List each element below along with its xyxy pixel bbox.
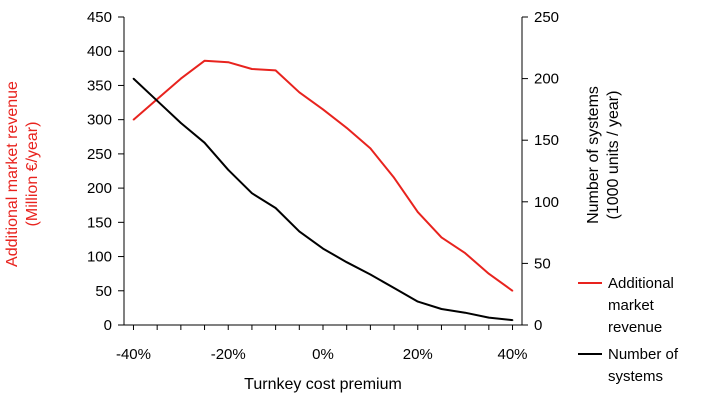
data-point-revenue: [298, 91, 301, 94]
right-y-tick-label: 100: [534, 194, 559, 211]
data-point-systems: [180, 122, 182, 124]
data-point-revenue: [180, 77, 182, 80]
data-point-systems: [274, 207, 277, 209]
left-y-tick-label: 250: [87, 146, 112, 163]
data-point-revenue: [203, 60, 206, 62]
left-y-axis-label-line2: (Million €/year): [24, 122, 41, 227]
data-point-revenue: [132, 118, 135, 121]
data-point-revenue: [488, 272, 490, 275]
data-point-systems: [132, 77, 135, 80]
right-y-tick-label: 50: [534, 255, 551, 272]
series-line-revenue: [132, 59, 514, 292]
legend-label-revenue: Additional: [608, 275, 674, 292]
data-point-revenue: [440, 236, 443, 239]
left-y-tick-label: 450: [87, 9, 112, 26]
right-y-tick-label: 250: [534, 9, 559, 26]
data-point-revenue: [227, 61, 230, 63]
x-tick-label: -40%: [116, 346, 151, 363]
data-point-systems: [227, 168, 230, 171]
data-point-revenue: [345, 127, 348, 129]
legend-label-revenue: revenue: [608, 319, 662, 336]
left-y-tick-label: 50: [95, 283, 112, 300]
data-point-systems: [156, 99, 158, 102]
x-axis-label: Turnkey cost premium: [244, 376, 402, 393]
data-point-systems: [440, 308, 443, 310]
data-point-revenue: [274, 69, 277, 72]
data-point-revenue: [393, 177, 395, 179]
legend-label-systems: systems: [608, 368, 663, 385]
data-point-systems: [298, 230, 301, 233]
x-tick-label: 20%: [403, 346, 433, 363]
right-y-axis-label-line2: (1000 units / year): [605, 91, 622, 220]
right-y-tick-label: 200: [534, 71, 559, 88]
x-tick-label: -20%: [211, 346, 246, 363]
data-point-systems: [488, 316, 490, 319]
right-y-axis-label-line1: Number of systems: [585, 86, 602, 224]
right-y-tick-label: 150: [534, 132, 559, 149]
data-point-revenue: [511, 289, 514, 292]
legend-label-revenue: market: [608, 297, 655, 314]
data-point-systems: [416, 300, 419, 303]
left-y-tick-label: 300: [87, 112, 112, 129]
left-y-tick-label: 100: [87, 249, 112, 266]
data-point-revenue: [251, 68, 253, 70]
x-tick-label: 0%: [312, 346, 334, 363]
data-point-systems: [345, 261, 348, 263]
data-point-revenue: [464, 252, 466, 254]
right-y-tick-label: 0: [534, 317, 542, 334]
x-tick-label: 40%: [498, 346, 528, 363]
data-point-revenue: [369, 147, 372, 150]
left-y-tick-label: 200: [87, 180, 112, 197]
left-y-tick-label: 350: [87, 77, 112, 94]
data-point-systems: [203, 141, 206, 144]
left-y-axis-label-line1: Additional market revenue: [4, 81, 21, 267]
left-y-tick-label: 0: [104, 317, 112, 334]
left-y-tick-label: 150: [87, 214, 112, 231]
data-point-revenue: [416, 211, 419, 213]
data-point-systems: [369, 273, 372, 276]
left-y-tick-label: 400: [87, 43, 112, 60]
data-point-systems: [322, 247, 324, 250]
data-point-systems: [464, 311, 466, 314]
data-point-revenue: [322, 108, 324, 111]
data-point-systems: [511, 319, 514, 321]
data-point-systems: [251, 192, 253, 194]
legend-label-systems: Number of: [608, 346, 679, 363]
data-point-systems: [393, 287, 395, 289]
series-line-systems: [132, 77, 513, 322]
